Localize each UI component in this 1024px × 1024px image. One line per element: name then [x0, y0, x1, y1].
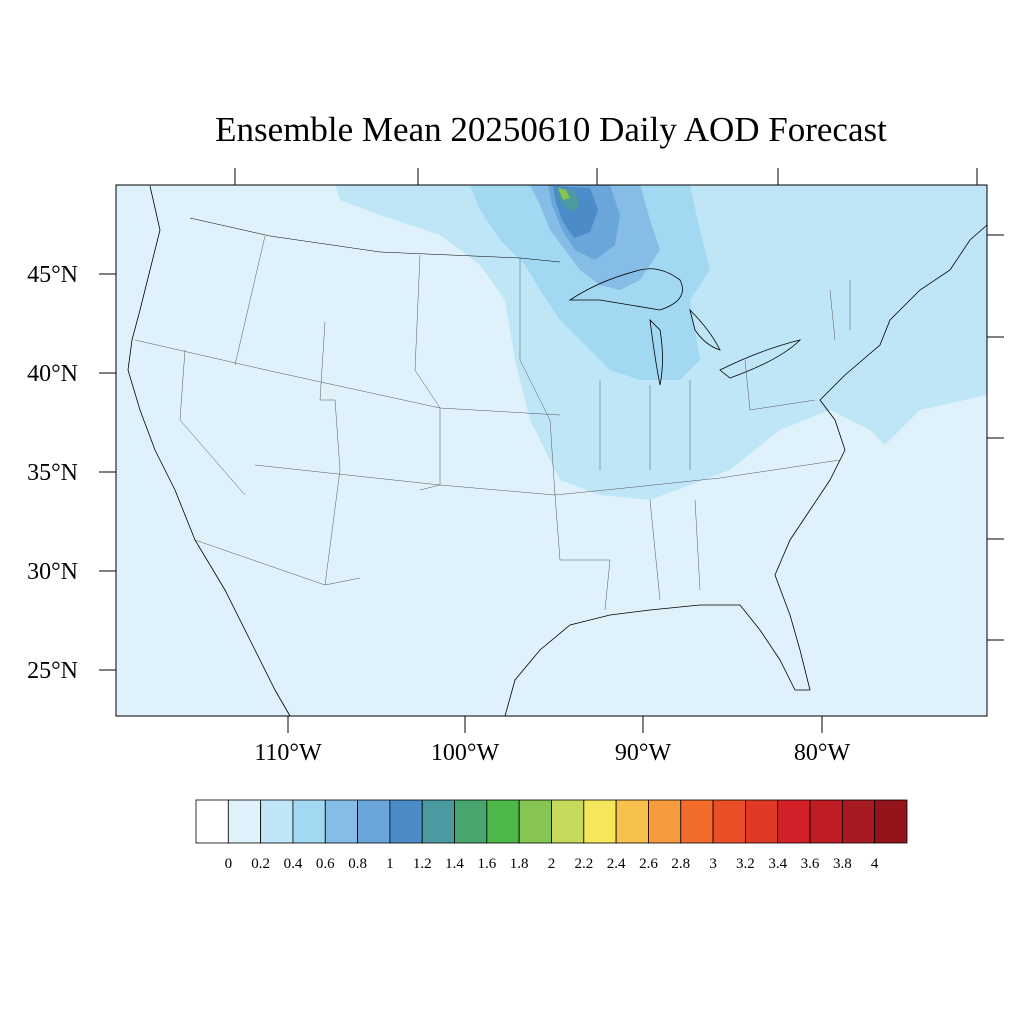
lat-label-45: 45°N — [27, 262, 78, 288]
lat-label-30: 30°N — [27, 559, 78, 585]
colorbar-swatch — [841, 799, 876, 844]
colorbar — [195, 799, 908, 844]
colorbar-tick-label: 3 — [709, 856, 717, 872]
colorbar-tick-label: 0.6 — [316, 856, 335, 872]
map-title: Ensemble Mean 20250610 Daily AOD Forecas… — [215, 110, 887, 149]
colorbar-swatch — [745, 799, 779, 844]
colorbar-tick-label: 2.6 — [639, 856, 658, 872]
colorbar-swatch — [680, 799, 714, 844]
colorbar-tick-label: 0.4 — [284, 856, 303, 872]
colorbar-swatch — [421, 799, 455, 844]
lat-label-25: 25°N — [27, 658, 78, 684]
map-frame — [115, 184, 988, 717]
lon-label-90: 90°W — [615, 740, 672, 766]
colorbar-tick-label: 3.8 — [833, 856, 852, 872]
colorbar-swatch — [486, 799, 520, 844]
colorbar-tick-label: 1.4 — [445, 856, 464, 872]
colorbar-tick-label: 2 — [548, 856, 556, 872]
colorbar-swatch — [809, 799, 843, 844]
colorbar-swatch — [551, 799, 585, 844]
colorbar-swatch — [777, 799, 811, 844]
lon-label-100: 100°W — [431, 740, 500, 766]
colorbar-swatch — [874, 799, 908, 844]
colorbar-swatch — [648, 799, 682, 844]
latitude-labels: 45°N 40°N 35°N 30°N 25°N — [27, 262, 78, 684]
colorbar-tick-label: 0.2 — [251, 856, 270, 872]
geographic-boundaries — [127, 185, 988, 717]
colorbar-tick-label: 3.2 — [736, 856, 755, 872]
left-ticks — [99, 273, 116, 671]
lon-label-110: 110°W — [254, 740, 322, 766]
colorbar-tick-label: 2.4 — [607, 856, 626, 872]
colorbar-swatch — [292, 799, 326, 844]
colorbar-tick-label: 3.6 — [801, 856, 820, 872]
aod-field — [116, 185, 987, 716]
colorbar-swatch — [357, 799, 391, 844]
colorbar-tick-label: 3.4 — [768, 856, 787, 872]
colorbar-swatch — [454, 799, 488, 844]
colorbar-swatch — [260, 799, 294, 844]
colorbar-tick-label: 1 — [386, 856, 394, 872]
longitude-labels: 110°W 100°W 90°W 80°W — [254, 740, 850, 766]
top-ticks — [234, 168, 978, 185]
colorbar-labels: 0 0.2 0.4 0.6 0.8 1 1.2 1.4 1.6 1.8 2 2.2 2.4 2.6 2.8 3… — [225, 856, 879, 872]
colorbar-swatch — [518, 799, 552, 844]
colorbar-swatch — [324, 799, 358, 844]
lon-label-80: 80°W — [794, 740, 851, 766]
colorbar-tick-label: 0.8 — [348, 856, 367, 872]
colorbar-swatch — [227, 799, 262, 844]
colorbar-swatch — [389, 799, 423, 844]
lat-label-40: 40°N — [27, 361, 78, 387]
right-ticks — [987, 234, 1004, 641]
lat-label-35: 35°N — [27, 460, 78, 486]
bottom-ticks — [287, 716, 823, 733]
colorbar-swatch — [583, 799, 617, 844]
colorbar-tick-label: 1.6 — [477, 856, 496, 872]
colorbar-swatch — [195, 799, 229, 844]
colorbar-tick-label: 4 — [871, 856, 879, 872]
colorbar-swatch — [615, 799, 649, 844]
aod-contour-1.4 — [558, 188, 570, 200]
colorbar-tick-label: 2.8 — [671, 856, 690, 872]
colorbar-tick-label: 1.8 — [510, 856, 529, 872]
colorbar-tick-label: 2.2 — [574, 856, 593, 872]
colorbar-tick-label: 0 — [225, 856, 233, 872]
colorbar-tick-label: 1.2 — [413, 856, 432, 872]
colorbar-swatch — [712, 799, 746, 844]
state-lines — [134, 235, 851, 611]
